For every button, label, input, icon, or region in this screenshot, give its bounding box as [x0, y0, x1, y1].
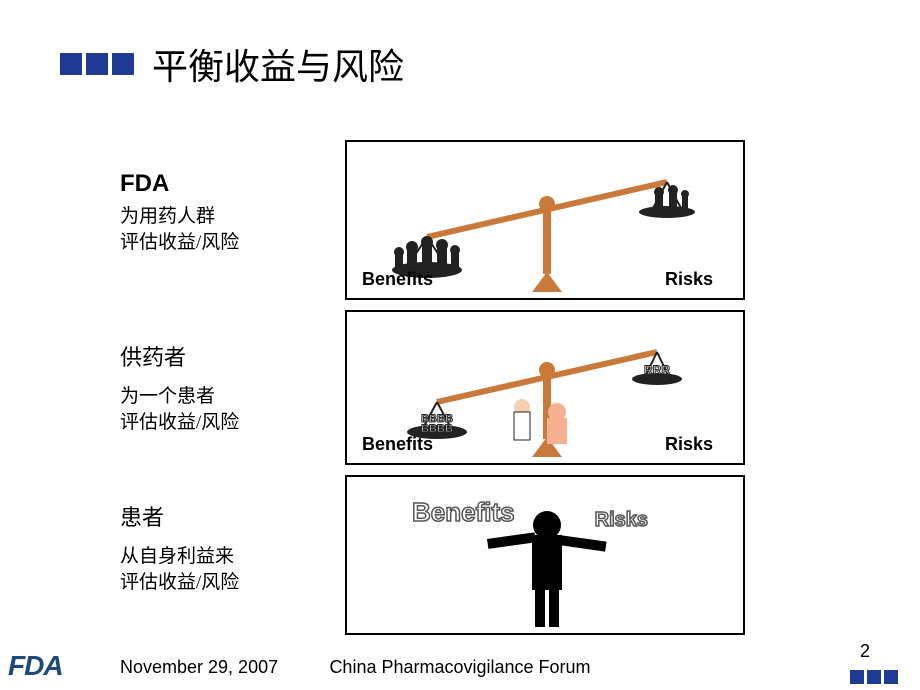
section-1-text: FDA 为用药人群 评估收益/风险: [120, 170, 239, 255]
panel-2: BBBB BBBB RRR Benefits Risks: [345, 310, 745, 465]
slide-header: 平衡收益与风险: [60, 38, 404, 90]
svg-text:RRR: RRR: [644, 363, 670, 377]
person-illustration: [347, 477, 747, 637]
panel-1-left-label: Benefits: [362, 269, 433, 290]
panel-3-left-label: Benefits: [412, 497, 515, 528]
header-decoration-squares: [60, 53, 134, 75]
section-1-sub2: 评估收益/风险: [120, 230, 239, 256]
panel-3: Benefits Risks: [345, 475, 745, 635]
slide-title: 平衡收益与风险: [152, 38, 404, 90]
panel-3-right-label: Risks: [595, 509, 648, 532]
panel-2-right-label: Risks: [665, 434, 713, 455]
footer-center: China Pharmacovigilance Forum: [329, 657, 590, 678]
section-3-heading: 患者: [120, 500, 239, 532]
footer-page-number: 2: [860, 641, 870, 662]
panel-2-left-label: Benefits: [362, 434, 433, 455]
section-2-text: 供药者 为一个患者 评估收益/风险: [120, 340, 239, 435]
section-1-heading: FDA: [120, 170, 239, 198]
section-3-text: 患者 从自身利益来 评估收益/风险: [120, 500, 239, 595]
section-1-sub1: 为用药人群: [120, 204, 239, 230]
footer-decoration-squares: [850, 670, 898, 684]
section-3-sub2: 评估收益/风险: [120, 570, 239, 596]
section-3-sub1: 从自身利益来: [120, 544, 239, 570]
panel-1-right-label: Risks: [665, 269, 713, 290]
fda-logo: FDA: [8, 650, 63, 682]
section-2-sub1: 为一个患者: [120, 384, 239, 410]
section-2-sub2: 评估收益/风险: [120, 410, 239, 436]
footer-date: November 29, 2007: [120, 657, 278, 678]
section-2-heading: 供药者: [120, 340, 239, 372]
panel-1: Benefits Risks: [345, 140, 745, 300]
